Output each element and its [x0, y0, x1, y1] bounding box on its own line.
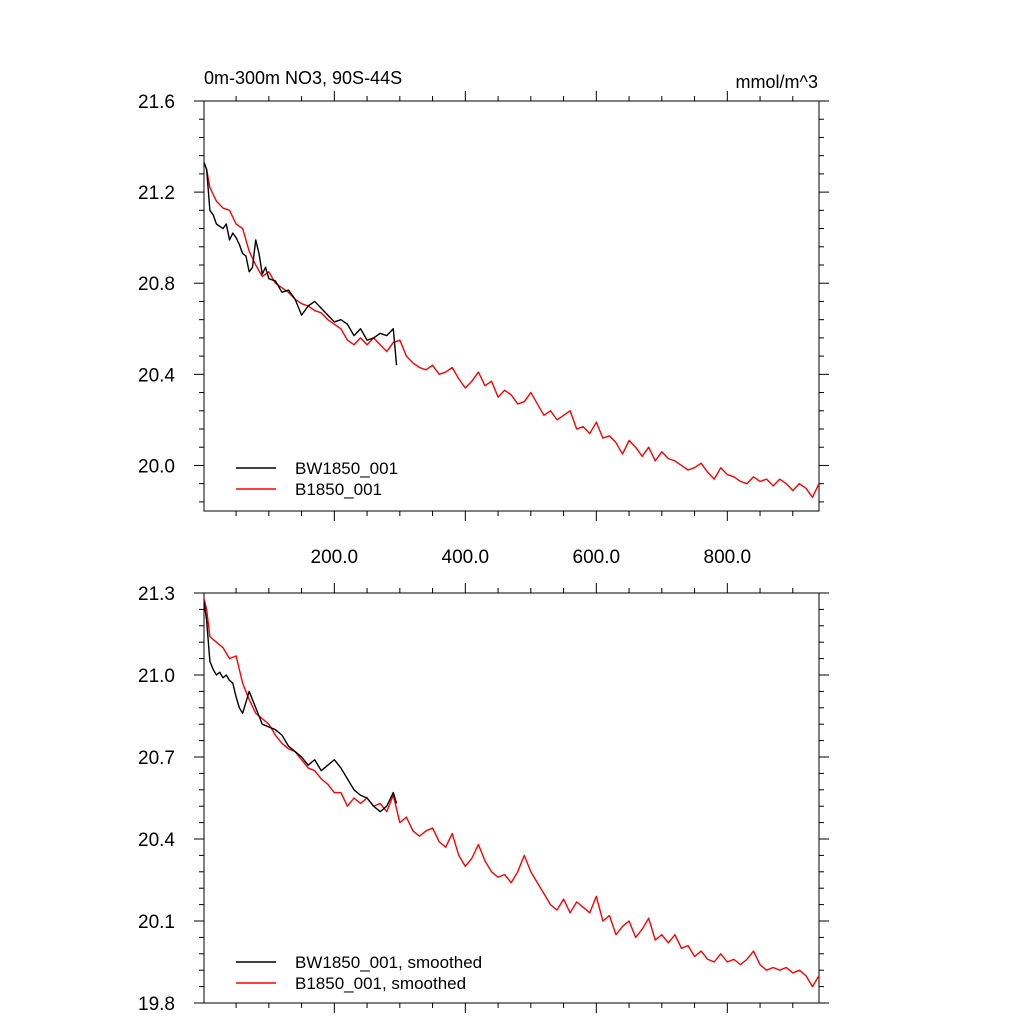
chart-title: 0m-300m NO3, 90S-44S: [204, 68, 402, 88]
y-tick-label: 21.3: [138, 584, 175, 605]
legend-label: B1850_001: [295, 480, 382, 499]
x-tick-label: 600.0: [573, 547, 621, 568]
series-line-b1850-001-smoothed: [204, 598, 819, 988]
y-tick-label: 20.7: [138, 748, 175, 769]
plot-frame: [203, 592, 820, 1004]
y-tick-label: 21.2: [138, 183, 175, 204]
bottom-panel: 19.8 20.1 20.4 20.7 21.0 21.3 BW1850_001, smoo…: [138, 583, 829, 1015]
series-line-bw1850-001-smoothed: [204, 601, 398, 813]
y-tick-label: 19.8: [138, 994, 175, 1015]
y-tick-label: 21.0: [138, 666, 175, 687]
top-panel: 200.0 400.0 600.0 800.0 20.0 20.4 20.8 21.2 21.6…: [138, 91, 829, 568]
y-tick-label: 20.4: [138, 830, 175, 851]
legend-label: BW1850_001, smoothed: [295, 953, 482, 972]
legend-label: BW1850_001: [295, 459, 398, 478]
x-tick-label: 200.0: [311, 547, 359, 568]
y-tick-label: 20.8: [138, 274, 175, 295]
units-label: mmol/m^3: [736, 72, 818, 92]
y-tick-label: 20.4: [138, 365, 175, 386]
series-line-b1850-001: [204, 162, 819, 499]
x-tick-label: 400.0: [442, 547, 490, 568]
series-line-bw1850-001: [204, 162, 398, 366]
y-tick-label: 21.6: [138, 92, 175, 113]
legend-label: B1850_001, smoothed: [295, 974, 466, 993]
x-tick-label: 800.0: [704, 547, 752, 568]
plot-frame: [203, 100, 820, 512]
y-tick-label: 20.0: [138, 456, 175, 477]
y-tick-label: 20.1: [138, 912, 175, 933]
